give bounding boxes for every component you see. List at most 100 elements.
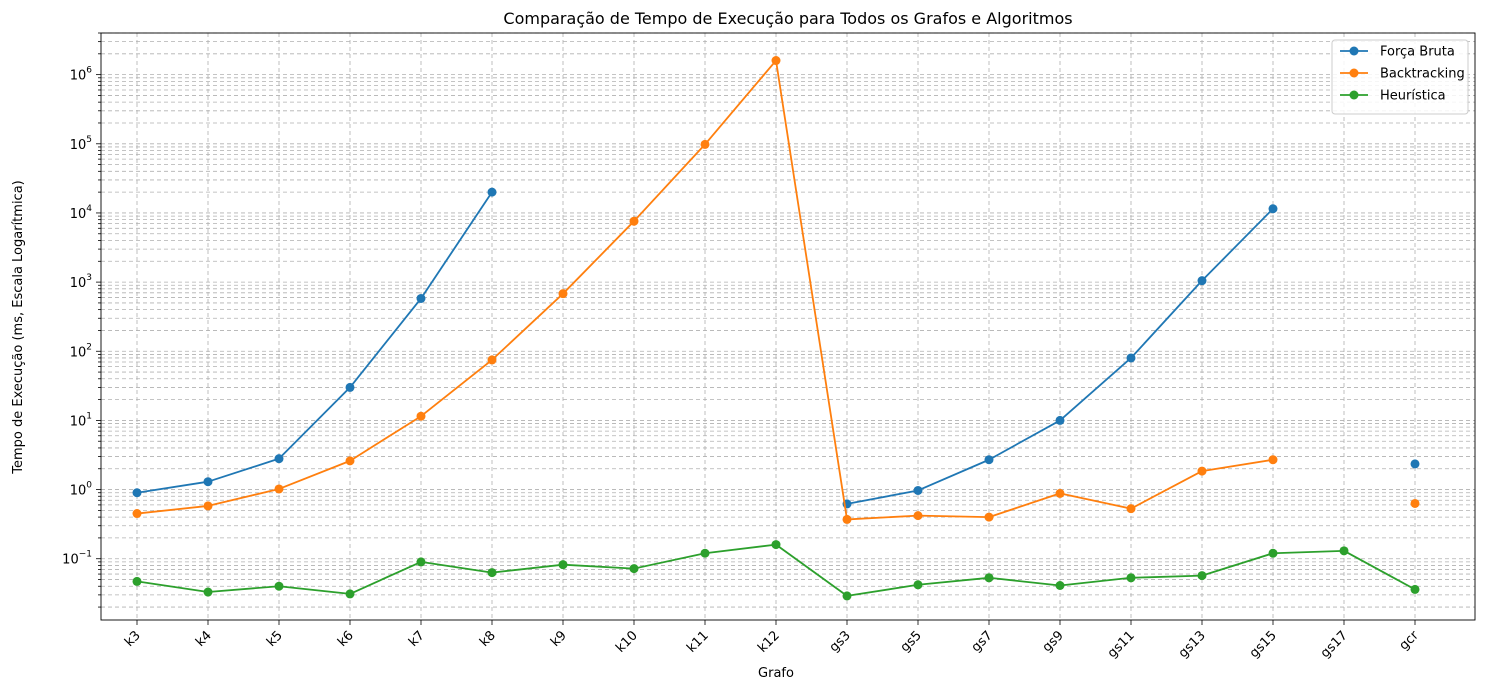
data-point [1268, 548, 1278, 558]
data-point [1268, 455, 1278, 465]
data-point [913, 485, 923, 495]
data-point [558, 560, 568, 570]
series-line-segment [491, 563, 564, 574]
series-1 [132, 187, 1420, 509]
series-line-segment [1059, 357, 1132, 422]
series-line-segment [846, 489, 919, 505]
series-line-segment [1201, 458, 1274, 472]
x-tick-label: k10 [613, 628, 641, 656]
data-point [274, 484, 284, 494]
series-line-segment [1272, 549, 1345, 555]
data-point [1197, 276, 1207, 286]
data-point [345, 382, 355, 392]
series-line-segment [1130, 280, 1203, 359]
plot-frame [100, 32, 1476, 621]
y-tick-label: 104 [70, 204, 93, 222]
x-tick-label: k8 [477, 628, 499, 650]
x-tick-label: gs15 [1247, 628, 1280, 661]
series-line-segment [704, 59, 777, 145]
y-tick-label: 103 [70, 273, 92, 291]
series-line-segment [988, 492, 1061, 518]
data-point [416, 411, 426, 421]
data-point [771, 540, 781, 550]
data-point [629, 564, 639, 574]
data-point [984, 573, 994, 583]
series-2 [132, 56, 1420, 524]
y-tick-label: 102 [70, 342, 92, 360]
data-point [345, 589, 355, 599]
data-point [1197, 466, 1207, 476]
y-tick-label: 10−1 [62, 550, 92, 568]
data-point [1126, 353, 1136, 363]
x-tick-label: gcr [1397, 628, 1423, 654]
data-point [416, 293, 426, 303]
data-point [487, 355, 497, 365]
x-tick-label: k6 [335, 628, 357, 650]
x-tick-label: gs17 [1318, 628, 1351, 661]
series-line-segment [207, 457, 280, 483]
series-line-segment [278, 585, 351, 595]
series-line-segment [775, 543, 848, 597]
x-tick-label: k3 [122, 628, 144, 650]
series-line-segment [278, 386, 351, 460]
series-line-segment [988, 419, 1061, 461]
data-point [913, 511, 923, 521]
data-point [700, 139, 710, 149]
x-tick-label: k9 [548, 628, 570, 650]
data-point [1268, 204, 1278, 214]
series-line-segment [1130, 470, 1203, 510]
legend-marker [1349, 46, 1359, 56]
series-line-segment [846, 583, 919, 597]
series-line-segment [775, 60, 848, 520]
series-layer [132, 56, 1420, 601]
y-tick-label: 101 [70, 411, 92, 429]
y-axis-ticks: 10−1 100 101 102 103 104 105 106 [62, 32, 101, 608]
data-point [203, 477, 213, 487]
legend: Força Bruta Backtracking Heurística [1331, 39, 1469, 115]
x-tick-label: k11 [684, 628, 712, 656]
series-line-segment [633, 143, 706, 222]
data-point [1339, 546, 1349, 556]
data-point [913, 580, 923, 590]
x-tick-label: k12 [755, 628, 783, 656]
series-line-segment [846, 514, 919, 521]
data-point [629, 216, 639, 226]
data-point [700, 548, 710, 558]
series-line-segment [917, 514, 990, 518]
data-point [1410, 498, 1420, 508]
x-tick-label: gs3 [827, 628, 854, 655]
series-line-segment [562, 220, 635, 295]
data-point [487, 187, 497, 197]
data-point [1410, 459, 1420, 469]
data-point [984, 455, 994, 465]
data-point [487, 568, 497, 578]
x-tick-label: k7 [406, 628, 428, 650]
series-line-segment [136, 505, 209, 515]
data-point [842, 591, 852, 601]
series-line-segment [420, 560, 493, 574]
data-point [984, 512, 994, 522]
x-axis-ticks: k3 k4 k5 k6 k7 k8 k9 k10 k11 k12 gs3 gs5 gs7 gs9 gs11 g… [122, 620, 1422, 661]
data-point [1055, 415, 1065, 425]
series-line-segment [1059, 492, 1132, 510]
grid [101, 32, 1475, 620]
y-axis-label: Tempo de Execução (ms, Escala Logarítmic… [11, 180, 26, 475]
series-line-segment [988, 576, 1061, 587]
x-tick-label: k5 [264, 628, 286, 650]
series-line-segment [491, 293, 564, 361]
x-tick-label: gs7 [969, 628, 996, 655]
series-line-segment [207, 585, 280, 593]
legend-marker [1349, 90, 1359, 100]
legend-marker [1349, 68, 1359, 78]
series-line-segment [917, 576, 990, 586]
series-line-segment [1201, 552, 1274, 577]
series-line-segment [1130, 574, 1203, 579]
x-tick-label: k4 [193, 628, 215, 650]
data-point [132, 488, 142, 498]
data-point [132, 509, 142, 519]
data-point [1126, 573, 1136, 583]
series-line-segment [136, 580, 209, 593]
series-line-segment [349, 561, 422, 595]
data-point [842, 514, 852, 524]
